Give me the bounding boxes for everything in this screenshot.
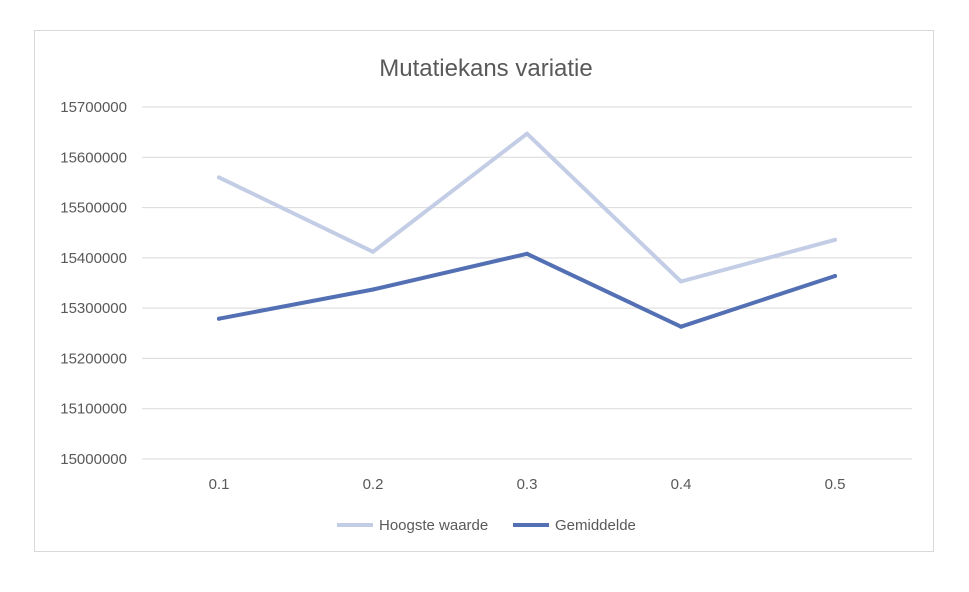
x-tick-label: 0.3 xyxy=(517,476,538,493)
y-tick-label: 15400000 xyxy=(60,250,127,267)
chart-title: Mutatiekans variatie xyxy=(379,55,592,82)
x-tick-label: 0.5 xyxy=(825,476,846,493)
legend-label: Gemiddelde xyxy=(555,517,636,534)
series-0-point-0 xyxy=(217,175,221,180)
line-chart: Mutatiekans variatie 15000000 15100000 152… xyxy=(60,55,912,534)
gridlines xyxy=(142,106,912,460)
series-1-point-0 xyxy=(217,316,221,321)
legend: Hoogste waarde Gemiddelde xyxy=(337,517,636,534)
y-tick-label: 15600000 xyxy=(60,149,127,166)
y-tick-label: 15300000 xyxy=(60,300,127,317)
series-1-point-3 xyxy=(679,324,683,329)
series-lines xyxy=(217,131,837,329)
y-axis-tick-labels: 15000000 15100000 15200000 15300000 15400000… xyxy=(60,99,127,468)
y-tick-label: 15000000 xyxy=(60,451,127,468)
x-tick-label: 0.4 xyxy=(671,476,692,493)
series-1-point-1 xyxy=(371,287,375,292)
legend-label: Hoogste waarde xyxy=(379,517,488,534)
y-tick-label: 15200000 xyxy=(60,350,127,367)
y-tick-label: 15700000 xyxy=(60,99,127,116)
series-0-point-2 xyxy=(525,131,529,136)
series-1-point-4 xyxy=(833,274,837,278)
series-0-point-3 xyxy=(679,279,683,284)
legend-item-1: Gemiddelde xyxy=(513,517,636,534)
y-tick-label: 15500000 xyxy=(60,200,127,217)
chart-frame: Mutatiekans variatie 15000000 15100000 152… xyxy=(34,30,934,552)
legend-item-0: Hoogste waarde xyxy=(337,517,488,534)
y-tick-label: 15100000 xyxy=(60,401,127,418)
x-tick-label: 0.1 xyxy=(209,476,230,493)
x-axis-tick-labels: 0.1 0.2 0.3 0.4 0.5 xyxy=(209,476,846,493)
series-0-point-4 xyxy=(833,237,837,242)
series-0-point-1 xyxy=(371,249,375,254)
x-tick-label: 0.2 xyxy=(363,476,384,493)
series-1-point-2 xyxy=(525,251,529,256)
